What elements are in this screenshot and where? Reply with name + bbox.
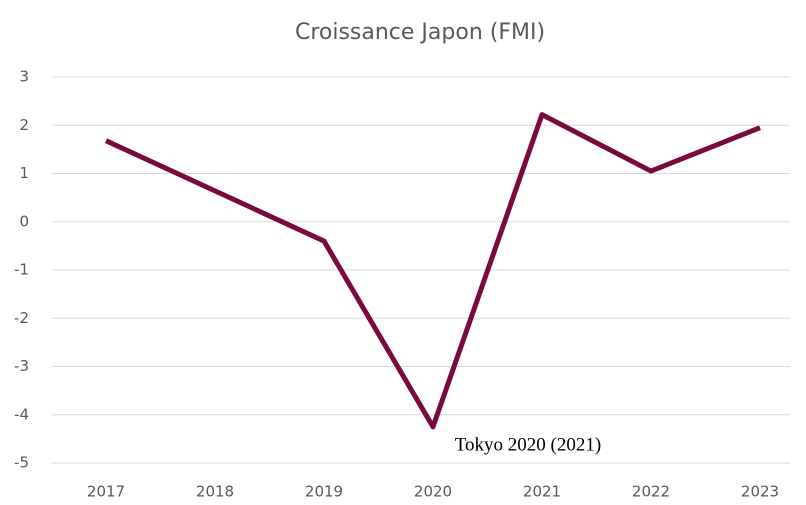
x-tick-label: 2018	[196, 483, 234, 501]
y-tick-label: 3	[19, 68, 29, 86]
x-tick-label: 2023	[741, 483, 779, 501]
line-series	[104, 112, 761, 430]
x-tick-label: 2017	[87, 483, 125, 501]
annotation: Tokyo 2020 (2021)	[455, 434, 601, 455]
y-tick-label: 1	[19, 164, 29, 182]
y-tick-label: -5	[14, 454, 29, 472]
x-tick-label: 2020	[414, 483, 452, 501]
y-tick-label: -4	[14, 405, 29, 423]
y-tick-label: -1	[14, 261, 29, 279]
y-tick-label: -3	[14, 357, 29, 375]
x-tick-label: 2022	[632, 483, 670, 501]
y-tick-label: 0	[19, 212, 29, 230]
y-tick-label: 2	[19, 116, 29, 134]
x-tick-label: 2021	[523, 483, 561, 501]
chart-title: Croissance Japon (FMI)	[295, 20, 545, 45]
y-tick-label: -2	[14, 309, 29, 327]
x-tick-label: 2019	[305, 483, 343, 501]
